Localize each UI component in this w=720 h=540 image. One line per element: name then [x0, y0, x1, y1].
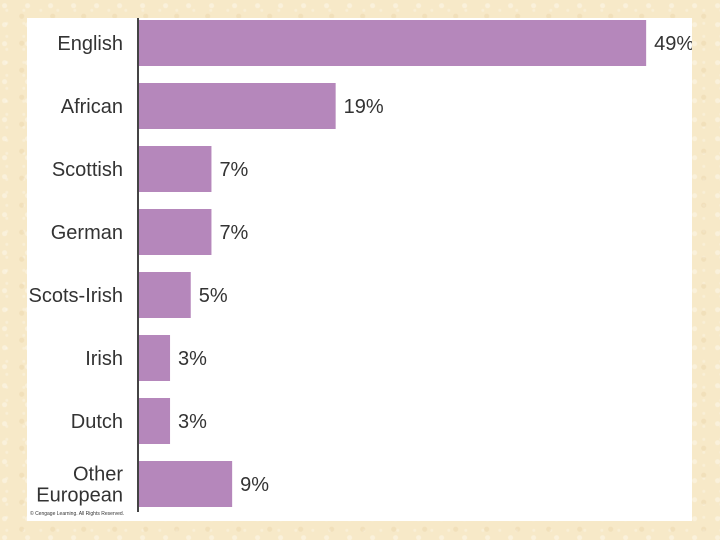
bar-other-european [139, 461, 233, 507]
bar-chart: 49% English 19% African 7% Scottish 7% German 5%… [29, 18, 692, 512]
bar-english [139, 20, 647, 66]
bar-irish [139, 335, 171, 381]
bar-scots-irish [139, 272, 191, 318]
bar-scottish [139, 146, 212, 192]
category-label: Dutch [71, 411, 123, 433]
bar-dutch [139, 398, 171, 444]
category-label: European [36, 485, 123, 507]
category-label: Scots-Irish [29, 285, 123, 307]
value-label: 5% [199, 285, 228, 307]
copyright-notice: © Cengage Learning. All Rights Reserved. [30, 511, 125, 517]
bar-german [139, 209, 212, 255]
bars-group: 49% English 19% African 7% Scottish 7% German 5%… [29, 20, 692, 507]
value-label: 19% [344, 96, 384, 118]
category-label: English [57, 33, 123, 55]
value-label: 3% [178, 348, 207, 370]
value-label: 7% [219, 159, 248, 181]
category-label: African [61, 96, 123, 118]
value-label: 49% [654, 33, 692, 55]
category-label: German [51, 222, 123, 244]
category-label: Irish [85, 348, 123, 370]
bar-african [139, 83, 336, 129]
category-label: Other [73, 464, 123, 486]
category-label: Scottish [52, 159, 123, 181]
value-label: 3% [178, 411, 207, 433]
chart-panel: 49% English 19% African 7% Scottish 7% German 5%… [27, 18, 692, 521]
value-label: 7% [219, 222, 248, 244]
value-label: 9% [240, 474, 269, 496]
